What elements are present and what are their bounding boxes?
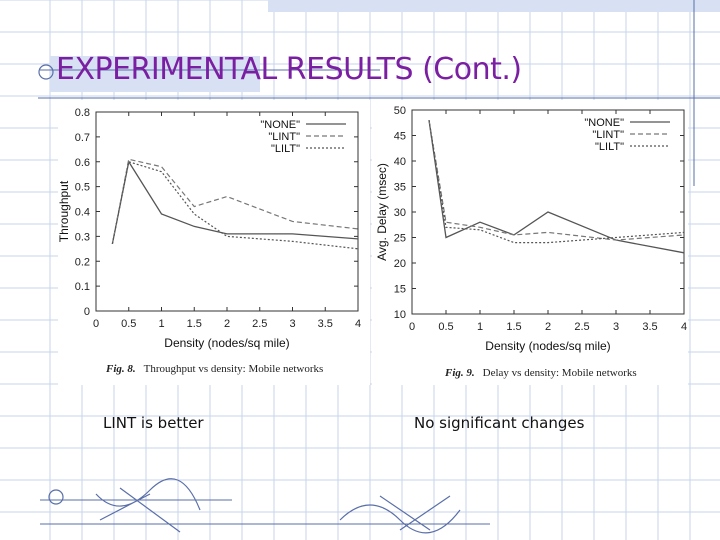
y-tick-label: 20: [394, 258, 406, 270]
caption-label: Fig. 8.: [106, 363, 136, 375]
throughput-chart: 0 0.5 1 1.5 2 2.5 3 3.5 4 0 0.1 0.2 0.3 0.4 0.5 0.6 0.7 0…: [57, 107, 361, 350]
slide-title: EXPERIMENTAL RESULTS (Cont.): [56, 52, 522, 87]
legend-label-0: "NONE": [260, 119, 300, 131]
y-tick-label: 0.1: [75, 281, 90, 293]
note-left: LINT is better: [103, 414, 204, 432]
legend-label-1: "LINT": [268, 131, 300, 143]
plot-frame: [95, 111, 359, 312]
y-tick-label: 30: [394, 207, 406, 219]
x-tick-label: 4: [355, 318, 361, 330]
note-right: No significant changes: [414, 414, 585, 432]
x-tick-label: 1: [477, 321, 483, 333]
legend-label-1: "LINT": [592, 129, 624, 141]
legend-label-2: "LILT": [271, 143, 300, 155]
throughput-figure: 0 0.5 1 1.5 2 2.5 3 3.5 4 0 0.1 0.2 0.3 0.4 0.5 0.6 0.7 0…: [57, 100, 370, 385]
legend-label-0: "NONE": [584, 117, 624, 129]
figure-caption: Fig. 8. Throughput vs density: Mobile net…: [106, 363, 323, 375]
y-tick-label: 0.5: [75, 182, 90, 194]
y-tick-label: 0.3: [75, 231, 90, 243]
x-tick-label: 0.5: [438, 321, 453, 333]
x-tick-label: 3.5: [642, 321, 657, 333]
caption-text: Throughput vs density: Mobile networks: [143, 363, 324, 375]
ornament-circle: [38, 64, 54, 80]
caption-text: Delay vs density: Mobile networks: [482, 367, 637, 379]
y-tick-label: 40: [394, 156, 406, 168]
x-tick-label: 1.5: [187, 318, 202, 330]
y-tick-label: 0.2: [75, 256, 90, 268]
ornament-circle: [48, 489, 64, 505]
y-tick-label: 35: [394, 182, 406, 194]
y-tick-label: 0: [84, 306, 90, 318]
x-tick-label: 0: [93, 318, 99, 330]
y-tick-label: 0.7: [75, 132, 90, 144]
series-line-1: [111, 158, 359, 244]
y-tick-label: 15: [394, 284, 406, 296]
series-line-1: [428, 120, 685, 241]
ornament-swirl: [95, 478, 201, 533]
delay-figure: 0 0.5 1 1.5 2 2.5 3 3.5 4 10 15 20 25 30 35 40 45 50 Densi…: [372, 100, 688, 385]
y-tick-label: 25: [394, 233, 406, 245]
y-tick-label: 0.8: [75, 107, 90, 119]
y-axis-label: Throughput: [57, 180, 71, 242]
y-tick-label: 45: [394, 131, 406, 143]
x-tick-label: 2.5: [252, 318, 267, 330]
y-tick-label: 0.6: [75, 157, 90, 169]
series-line-0: [428, 120, 685, 254]
series-line-2: [428, 120, 685, 244]
x-tick-label: 3: [613, 321, 619, 333]
x-tick-label: 1.5: [506, 321, 521, 333]
figure-caption: Fig. 9. Delay vs density: Mobile networks: [445, 367, 637, 379]
series-line-0: [111, 160, 359, 244]
x-tick-label: 3.5: [318, 318, 333, 330]
caption-label: Fig. 9.: [445, 367, 475, 379]
x-axis-label: Density (nodes/sq mile): [485, 339, 610, 353]
x-tick-label: 0.5: [121, 318, 136, 330]
ornament-swirl: [339, 495, 461, 534]
x-axis-label: Density (nodes/sq mile): [164, 336, 289, 350]
x-tick-label: 1: [158, 318, 164, 330]
x-tick-label: 2.5: [574, 321, 589, 333]
y-axis-label: Avg. Delay (msec): [375, 163, 389, 261]
x-tick-label: 3: [289, 318, 295, 330]
series-line-2: [111, 160, 359, 250]
x-tick-label: 4: [681, 321, 687, 333]
y-tick-label: 10: [394, 309, 406, 321]
title-highlight-bar: [50, 56, 260, 92]
x-tick-label: 0: [409, 321, 415, 333]
x-tick-label: 2: [545, 321, 551, 333]
legend-label-2: "LILT": [595, 141, 624, 153]
y-tick-label: 50: [394, 105, 406, 117]
y-tick-label: 0.4: [75, 207, 90, 219]
header-bar: [268, 0, 720, 12]
delay-chart: 0 0.5 1 1.5 2 2.5 3 3.5 4 10 15 20 25 30 35 40 45 50 Densi…: [375, 105, 687, 353]
x-tick-label: 2: [224, 318, 230, 330]
